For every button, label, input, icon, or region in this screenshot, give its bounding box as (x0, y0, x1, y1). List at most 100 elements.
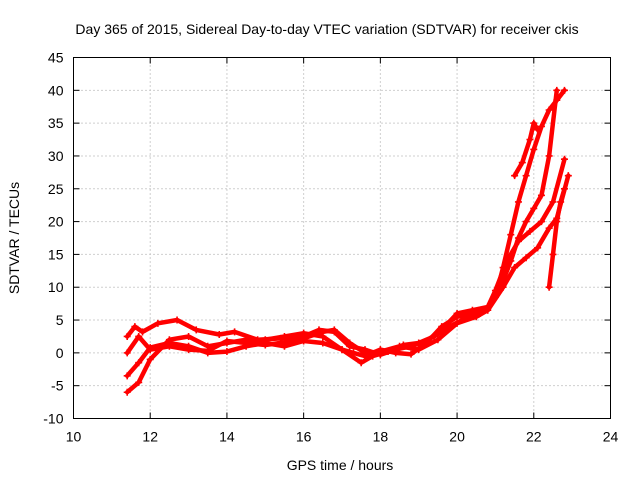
x-tick-label: 16 (296, 429, 312, 445)
x-axis-label: GPS time / hours (287, 457, 394, 473)
data-point (319, 332, 327, 340)
data-point (511, 172, 519, 180)
data-point (135, 359, 143, 367)
data-point (526, 136, 534, 144)
series-spike-a (511, 119, 542, 180)
data-point (399, 341, 407, 349)
data-point (384, 348, 392, 356)
data-point (537, 218, 545, 226)
data-point (491, 293, 499, 301)
data-point (154, 319, 162, 327)
data-point (146, 344, 154, 352)
x-tick-label: 20 (449, 429, 465, 445)
data-point (280, 332, 288, 340)
data-point (319, 339, 327, 347)
x-tick-label: 10 (66, 429, 82, 445)
data-point (131, 323, 139, 331)
data-point (530, 119, 538, 127)
y-tick-label: 35 (48, 115, 64, 131)
data-point (560, 155, 568, 163)
data-point (511, 264, 519, 272)
data-point (430, 332, 438, 340)
data-point (123, 349, 131, 357)
data-point (514, 198, 522, 206)
data-point (192, 326, 200, 334)
data-point (553, 218, 561, 226)
data-point (242, 336, 250, 344)
chart-title: Day 365 of 2015, Sidereal Day-to-day VTE… (75, 21, 578, 37)
data-point (545, 224, 553, 232)
y-axis-label: SDTVAR / TECUs (6, 182, 22, 294)
data-point (139, 328, 147, 336)
data-point (461, 315, 469, 323)
y-tick-label: 5 (56, 312, 64, 328)
data-point (534, 244, 542, 252)
data-point (537, 191, 545, 199)
data-point (330, 326, 338, 334)
data-point (242, 342, 250, 350)
data-point (545, 106, 553, 114)
x-tick-label: 24 (603, 429, 619, 445)
data-point (530, 145, 538, 153)
data-point (280, 342, 288, 350)
data-point (522, 254, 530, 262)
series-layer (123, 86, 572, 396)
axis-ticks (73, 57, 611, 419)
data-point (231, 328, 239, 336)
data-point (185, 332, 193, 340)
y-tick-label: -10 (43, 411, 63, 427)
y-tick-labels: -10 -5 0 5 10 15 20 25 30 35 40 45 (43, 50, 63, 427)
data-point (530, 204, 538, 212)
data-point (545, 283, 553, 291)
y-tick-label: 45 (48, 50, 64, 66)
data-point (346, 339, 354, 347)
y-tick-label: -5 (51, 378, 64, 394)
data-point (499, 264, 507, 272)
data-point (123, 372, 131, 380)
data-point (204, 349, 212, 357)
data-point (522, 172, 530, 180)
data-point (560, 86, 568, 94)
data-point (223, 348, 231, 356)
y-tick-label: 25 (48, 181, 64, 197)
data-point (518, 159, 526, 167)
data-point (534, 126, 542, 134)
x-tick-label: 22 (526, 429, 542, 445)
data-point (123, 388, 131, 396)
data-point (223, 339, 231, 347)
data-point (123, 332, 131, 340)
data-point (369, 352, 377, 360)
data-point (185, 342, 193, 350)
data-point (549, 198, 557, 206)
grid-lines (73, 57, 611, 419)
series-line (124, 88, 560, 379)
data-point (560, 185, 568, 193)
y-tick-label: 40 (48, 82, 64, 98)
plot-frame (73, 57, 611, 419)
x-tick-label: 18 (373, 429, 389, 445)
data-point (537, 122, 545, 130)
data-point (507, 231, 515, 239)
data-point (507, 257, 515, 265)
y-tick-label: 20 (48, 214, 64, 230)
data-point (357, 359, 365, 367)
data-point (557, 198, 565, 206)
data-point (564, 172, 572, 180)
y-tick-label: 10 (48, 279, 64, 295)
data-point (434, 336, 442, 344)
x-tick-label: 14 (219, 429, 235, 445)
data-point (215, 330, 223, 338)
data-point (553, 96, 561, 104)
y-tick-label: 0 (56, 345, 64, 361)
x-tick-label: 12 (142, 429, 158, 445)
data-point (415, 339, 423, 347)
data-point (261, 336, 269, 344)
x-tick-labels: 10 12 14 16 18 20 22 24 (66, 429, 619, 445)
data-point (146, 355, 154, 363)
series-track-1 (123, 155, 568, 359)
data-point (526, 227, 534, 235)
data-point (522, 218, 530, 226)
data-point (445, 323, 453, 331)
data-point (476, 309, 484, 317)
data-point (484, 304, 492, 312)
